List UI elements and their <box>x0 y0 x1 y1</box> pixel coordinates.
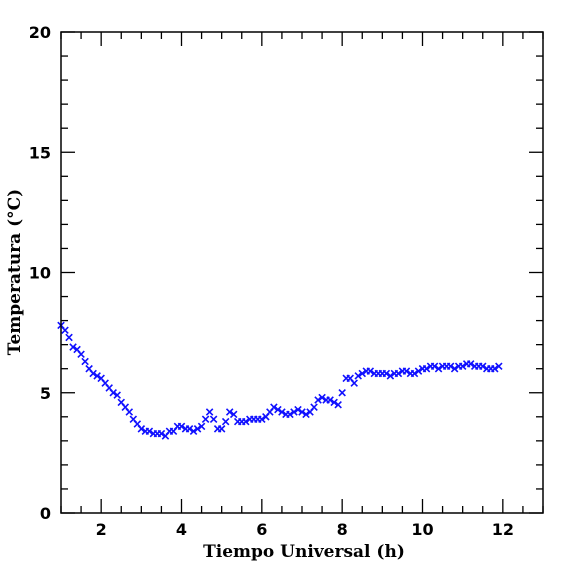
y-tick-label: 15 <box>29 143 51 162</box>
y-tick-label: 20 <box>29 23 51 42</box>
data-point <box>201 415 210 423</box>
data-point <box>145 427 154 435</box>
x-axis-title: Tiempo Universal (h) <box>203 542 405 562</box>
x-tick-labels: 2 4 6 8 10 12 <box>96 520 514 539</box>
data-point <box>205 408 214 416</box>
data-point <box>270 403 278 411</box>
axis-ticks <box>60 31 544 514</box>
data-point <box>185 425 194 433</box>
data-point <box>125 408 134 416</box>
data-point <box>65 333 73 342</box>
data-point <box>422 364 431 373</box>
data-point <box>386 372 395 380</box>
y-axis-title: Temperatura (°C) <box>5 189 25 355</box>
data-point <box>69 343 77 351</box>
data-point <box>491 364 499 373</box>
data-point <box>290 408 298 416</box>
data-point <box>314 396 322 404</box>
x-tick-label: 12 <box>492 520 514 539</box>
data-point <box>61 326 69 334</box>
data-point <box>177 422 186 431</box>
data-point <box>338 388 346 397</box>
data-point <box>394 369 403 378</box>
y-tick-labels: 0 5 10 15 20 <box>29 23 51 523</box>
data-point <box>430 362 439 371</box>
data-point <box>193 425 202 433</box>
y-tick-label: 10 <box>29 264 51 283</box>
data-point <box>189 427 198 435</box>
data-point <box>242 417 250 426</box>
data-point <box>410 369 419 378</box>
y-tick-label: 5 <box>40 384 51 403</box>
data-point <box>446 362 455 371</box>
data-point <box>278 408 286 416</box>
data-points <box>57 321 503 440</box>
data-point <box>81 357 89 366</box>
x-tick-label: 6 <box>256 520 267 539</box>
data-point <box>358 369 367 378</box>
data-point <box>274 405 282 414</box>
data-point <box>109 388 117 397</box>
data-point <box>310 403 318 411</box>
data-point <box>93 372 101 380</box>
data-point <box>402 367 411 375</box>
data-point <box>350 379 358 387</box>
data-point <box>209 415 218 423</box>
data-point <box>137 425 146 433</box>
data-point <box>495 362 503 371</box>
plot-frame <box>60 31 544 514</box>
data-point <box>197 422 206 431</box>
data-point <box>318 393 326 402</box>
data-point <box>478 362 487 371</box>
x-tick-label: 8 <box>337 520 348 539</box>
data-point <box>221 417 230 426</box>
data-point <box>113 391 121 399</box>
data-point <box>334 401 342 409</box>
data-point <box>302 410 310 419</box>
x-tick-label: 10 <box>411 520 433 539</box>
data-point <box>330 398 338 407</box>
data-point <box>225 408 234 416</box>
data-point <box>434 364 443 373</box>
data-point <box>157 429 166 438</box>
data-point <box>286 410 294 419</box>
data-point <box>354 372 362 380</box>
data-point <box>326 396 334 404</box>
y-tick-label: 0 <box>40 504 51 523</box>
data-point <box>294 405 302 414</box>
x-tick-label: 2 <box>96 520 107 539</box>
data-point <box>414 367 423 375</box>
data-point <box>217 425 226 433</box>
data-point <box>229 410 238 419</box>
data-point <box>89 369 97 378</box>
data-point <box>77 350 85 359</box>
data-point <box>258 415 266 423</box>
data-point <box>466 360 475 368</box>
data-point <box>382 369 391 378</box>
data-point <box>450 364 459 373</box>
data-point <box>366 367 375 375</box>
data-point <box>298 408 306 416</box>
data-point <box>458 362 467 371</box>
x-tick-label: 4 <box>176 520 187 539</box>
